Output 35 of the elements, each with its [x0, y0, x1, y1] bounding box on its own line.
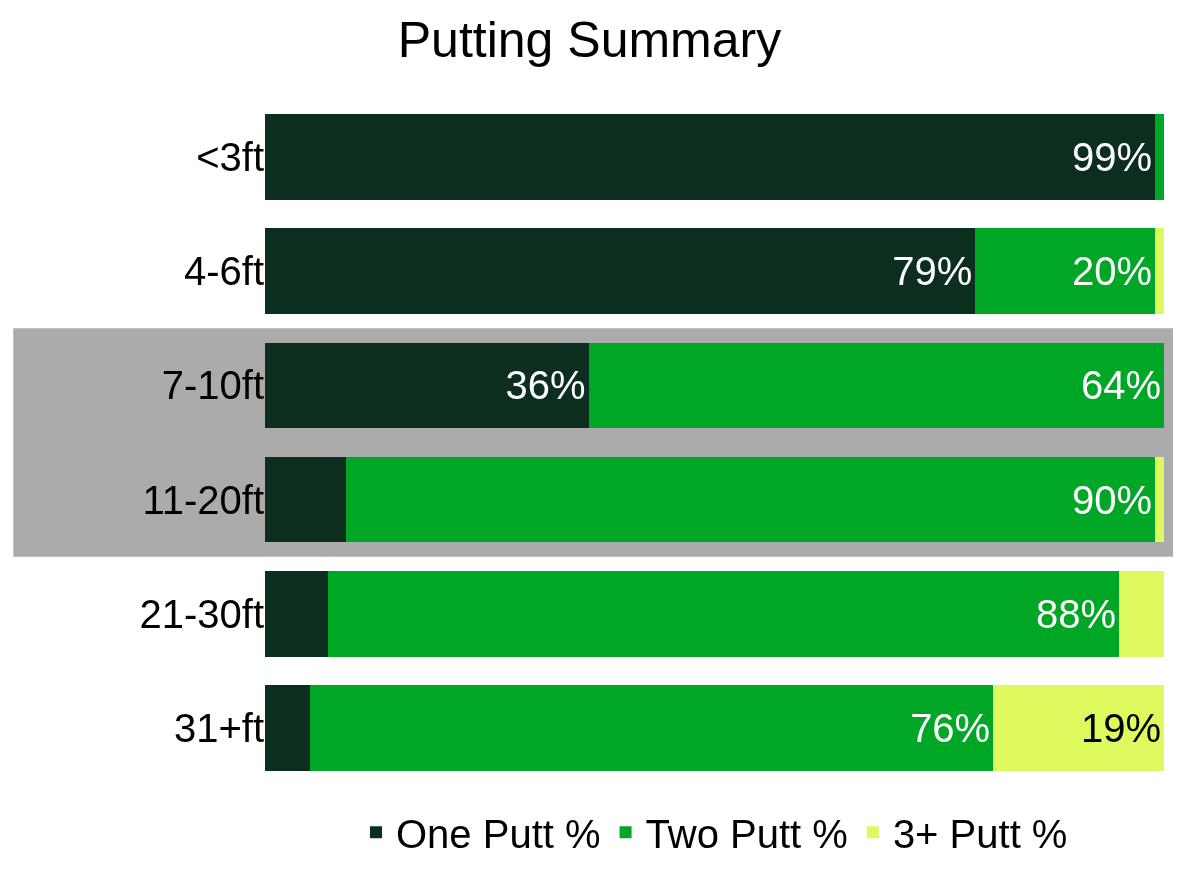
y-tick-label: 4-6ft [183, 249, 264, 294]
bar [1155, 456, 1164, 543]
bar [1155, 114, 1164, 200]
data-label: 64% [1080, 363, 1161, 408]
data-label: 76% [910, 705, 991, 750]
data-label: 36% [505, 363, 586, 408]
bar [265, 342, 589, 429]
bar [345, 456, 1156, 543]
legend-label: Two Putt % [645, 811, 848, 856]
bar [1119, 570, 1164, 657]
bar [327, 570, 1120, 657]
bar [975, 228, 1156, 315]
legend-label: 3+ Putt % [892, 811, 1068, 856]
bar [993, 685, 1164, 771]
bar [265, 685, 310, 771]
data-label: 99% [1071, 135, 1153, 180]
bar [265, 456, 346, 543]
legend-label: One Putt % [396, 811, 601, 856]
data-label: 19% [1080, 705, 1161, 750]
data-label: 79% [892, 249, 973, 294]
data-label: 20% [1071, 249, 1153, 294]
bar [309, 685, 994, 771]
bar [265, 228, 976, 315]
y-tick-label: 11-20ft [142, 477, 264, 522]
bar [1155, 228, 1164, 315]
bar [588, 342, 1164, 429]
y-tick-label: 7-10ft [161, 363, 264, 408]
y-tick-label: 21-30ft [139, 591, 264, 636]
bar [265, 114, 1156, 200]
data-label: 88% [1035, 591, 1117, 636]
bar [265, 570, 328, 657]
chart-title: Putting Summary [397, 11, 782, 68]
y-tick-label: <3ft [196, 135, 264, 180]
data-label: 90% [1071, 477, 1153, 522]
y-tick-label: 31+ft [173, 705, 264, 750]
